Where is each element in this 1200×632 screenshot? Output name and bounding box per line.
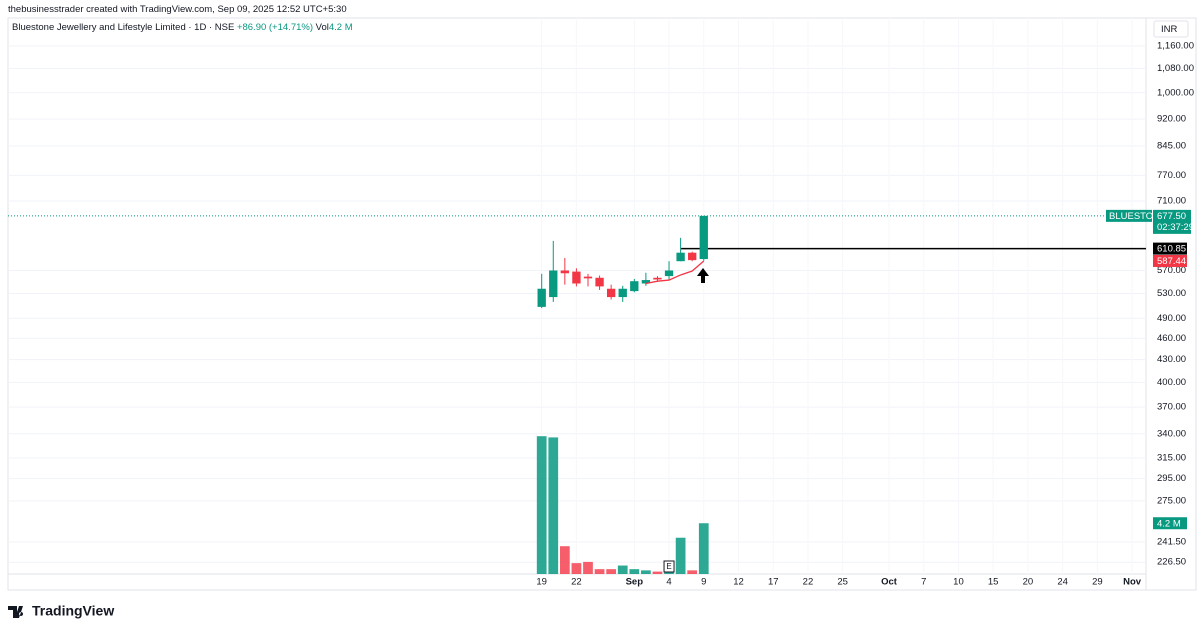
candle-body	[572, 271, 581, 284]
ma-label-box	[1153, 254, 1187, 267]
candle-body	[676, 252, 685, 262]
candle-body	[549, 270, 558, 298]
candle-body	[537, 288, 546, 307]
y-tick-label: 845.00	[1157, 141, 1186, 152]
candle-body	[560, 270, 570, 274]
candle-body	[664, 270, 674, 277]
brand-logo	[8, 606, 24, 618]
brand: TradingView	[32, 603, 114, 619]
y-tick-label: 340.00	[1157, 428, 1186, 439]
candle-body	[618, 288, 627, 298]
x-tick-label: 4	[666, 577, 671, 588]
y-tick-label: 400.00	[1157, 377, 1186, 388]
x-tick-label: 17	[768, 577, 779, 588]
volume-bar	[629, 569, 640, 574]
volume-bar	[548, 437, 559, 574]
arrow-annotation	[697, 268, 709, 283]
y-tick-label: 920.00	[1157, 114, 1186, 125]
x-tick-label: 9	[701, 577, 706, 588]
moving-average	[645, 260, 705, 285]
last-price: 677.50	[1157, 211, 1186, 222]
volume-label-box	[1153, 517, 1187, 530]
y-tick-label: 530.00	[1157, 288, 1186, 299]
x-tick-label: 10	[953, 577, 964, 588]
earnings-box	[663, 560, 675, 573]
volume-bar	[571, 563, 582, 574]
candle-body	[641, 280, 651, 284]
volume-bar	[606, 569, 617, 574]
candle-body	[688, 252, 697, 261]
last-price-box	[1153, 209, 1191, 234]
volume-bar	[559, 546, 570, 574]
y-tick-label: 710.00	[1157, 196, 1186, 207]
x-tick-label: Nov	[1123, 577, 1142, 588]
volume-bar	[675, 537, 686, 574]
x-tick-label: 22	[803, 577, 814, 588]
x-tick-label: 24	[1057, 577, 1068, 588]
legend: Bluestone Jewellery and Lifestyle Limite…	[12, 22, 353, 33]
x-tick-label: 15	[988, 577, 999, 588]
y-tick-label: 275.00	[1157, 495, 1186, 506]
volume-bar	[687, 570, 698, 574]
y-tick-label: 490.00	[1157, 313, 1186, 324]
y-tick-label: 315.00	[1157, 452, 1186, 463]
candle-body	[653, 277, 662, 280]
x-tick-label: 12	[733, 577, 744, 588]
x-tick-label: 7	[921, 577, 926, 588]
earnings-marker: E	[666, 562, 671, 571]
credit: thebusinesstrader created with TradingVi…	[8, 4, 347, 15]
plot: 1,160.00 1,080.00 1,000.00 920.00 845.00 770.…	[8, 18, 1194, 588]
candle-body	[606, 288, 616, 298]
candle-body	[630, 281, 639, 292]
vol-label: Vol	[315, 22, 329, 33]
volume-bar	[698, 523, 709, 574]
level-label-box	[1153, 242, 1187, 255]
y-tick-label: 1,000.00	[1157, 87, 1194, 98]
x-tick-label: Oct	[881, 577, 898, 588]
x-tick-label: 20	[1023, 577, 1034, 588]
volume-bar	[617, 565, 628, 574]
volume-bar	[536, 436, 547, 574]
symbol-title: Bluestone Jewellery and Lifestyle Limite…	[12, 22, 235, 33]
y-tick-label: 1,160.00	[1157, 40, 1194, 51]
symbol-box	[1106, 209, 1152, 222]
x-tick-label: Sep	[626, 577, 644, 588]
ma-label: 587.44	[1157, 256, 1186, 267]
currency: INR	[1161, 24, 1178, 35]
vol-value: 4.2 M	[328, 22, 353, 33]
x-tick-label: 29	[1092, 577, 1103, 588]
volume-bar	[594, 569, 605, 574]
change: +86.90 (+14.71%)	[236, 22, 313, 33]
candle-body	[595, 277, 604, 287]
volume-bar	[583, 561, 593, 574]
volume-bar	[652, 571, 663, 574]
y-tick-label: 1,080.00	[1157, 63, 1194, 74]
countdown: 02:37:29	[1157, 222, 1194, 233]
x-tick-label: 25	[837, 577, 848, 588]
y-tick-label: 226.50	[1157, 557, 1186, 568]
y-tick-label: 295.00	[1157, 473, 1186, 484]
volume-label: 4.2 M	[1157, 518, 1181, 529]
candle-body	[583, 276, 593, 279]
y-tick-label: 460.00	[1157, 333, 1186, 344]
y-tick-label: 430.00	[1157, 354, 1186, 365]
x-tick-label: 22	[571, 577, 582, 588]
x-tick-label: 19	[536, 577, 547, 588]
y-tick-label: 770.00	[1157, 170, 1186, 181]
candle-body	[699, 215, 708, 260]
y-tick-label: 370.00	[1157, 402, 1186, 413]
volume-bar	[641, 570, 651, 574]
y-tick-label: 241.50	[1157, 536, 1186, 547]
y-tick-label: 570.00	[1157, 265, 1186, 276]
currency-box[interactable]	[1153, 20, 1189, 38]
symbol-tag: BLUESTONE	[1109, 211, 1166, 222]
level-label: 610.85	[1157, 244, 1186, 255]
chart-frame	[7, 17, 1197, 591]
